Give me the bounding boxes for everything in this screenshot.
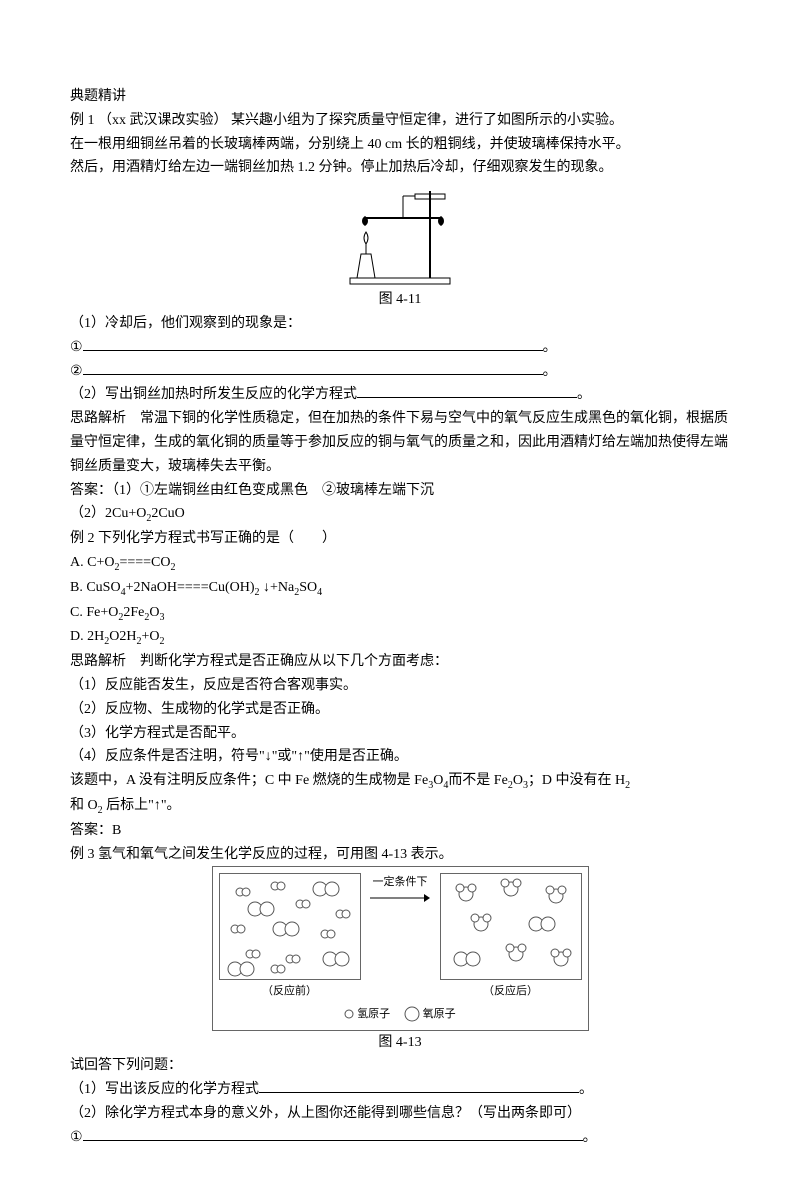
text: 判断化学方程式是否正确应从以下几个方面考虑：: [126, 654, 448, 669]
legend-h: 氢原子: [357, 1008, 390, 1020]
t: （2）2Cu+O: [70, 506, 146, 521]
panel-after: [440, 873, 582, 980]
s: 4: [317, 587, 322, 598]
t: 和 O: [70, 798, 98, 813]
label: 思路解析: [70, 654, 126, 669]
panel-before-caption: （反应前）: [219, 982, 361, 1001]
period: 。: [543, 364, 557, 379]
t: O: [149, 605, 159, 620]
ex2-B: B. CuSO4+2NaOH====Cu(OH)2 ↓+Na2SO4: [70, 576, 730, 601]
t: O: [513, 773, 523, 788]
ex3-q2-1: ①。: [70, 1126, 730, 1150]
t: O2H: [109, 629, 136, 644]
t: ；D 中没有在 H: [528, 773, 625, 788]
period: 。: [543, 340, 557, 355]
text: （1）①左端铜丝由红色变成黑色 ②玻璃棒左端下沉: [112, 483, 434, 498]
t: 后标上"↑"。: [103, 798, 181, 813]
s: 2: [625, 780, 630, 791]
ex2-title: 例 2 下列化学方程式书写正确的是（ ）: [70, 527, 730, 551]
ex2-D: D. 2H2O2H2+O2: [70, 625, 730, 650]
document-page: 典题精讲 例 1 （xx 武汉课改实验） 某兴趣小组为了探究质量守恒定律，进行了…: [0, 0, 800, 1190]
section-header: 典题精讲: [70, 85, 730, 109]
h-atom-icon: [344, 1009, 354, 1019]
molecules-before-svg: [220, 874, 360, 979]
ex3-intro: 试回答下列问题：: [70, 1054, 730, 1078]
t: C. Fe+O: [70, 605, 118, 620]
period: 。: [579, 1082, 593, 1097]
ex2-conclusion: 该题中，A 没有注明反应条件；C 中 Fe 燃烧的生成物是 Fe3O4而不是 F…: [70, 769, 730, 794]
o-atom-icon: [404, 1006, 420, 1022]
diagram-container: （反应前） 一定条件下: [212, 866, 589, 1030]
ex3-q1: （1）写出该反应的化学方程式 。: [70, 1078, 730, 1102]
label: 答案：: [70, 483, 112, 498]
t: 2Fe: [123, 605, 144, 620]
s: 2: [159, 636, 164, 647]
t: +2NaOH====Cu(OH): [126, 580, 255, 595]
ex2-a2: （2）反应物、生成物的化学式是否正确。: [70, 698, 730, 722]
molecules-after-svg: [441, 874, 581, 979]
figure-4-13: （反应前） 一定条件下: [70, 866, 730, 1054]
t: B. CuSO: [70, 580, 121, 595]
ex3-q2: （2）除化学方程式本身的意义外，从上图你还能得到哪些信息？（写出两条即可）: [70, 1102, 730, 1126]
fig-4-13-caption: 图 4-13: [70, 1031, 730, 1055]
ex2-analysis-intro: 思路解析 判断化学方程式是否正确应从以下几个方面考虑：: [70, 650, 730, 674]
t: O: [433, 773, 443, 788]
t: SO: [299, 580, 317, 595]
blank-line: [357, 397, 577, 398]
ex2-a1: （1）反应能否发生，反应是否符合客观事实。: [70, 674, 730, 698]
text: （2）写出铜丝加热时所发生反应的化学方程式: [70, 387, 357, 402]
ex1-p2: 然后，用酒精灯给左边一端铜丝加热 1.2 分钟。停止加热后冷却，仔细观察发生的现…: [70, 156, 730, 180]
arrow-text: 一定条件下: [373, 876, 428, 888]
s: 3: [159, 611, 164, 622]
fig-4-11-caption: 图 4-11: [70, 288, 730, 312]
ex1-ans2: （2）2Cu+O22CuO: [70, 502, 730, 527]
apparatus-svg: [345, 186, 455, 286]
label: ①: [70, 1130, 83, 1145]
t: 该题中，A 没有注明反应条件；C 中 Fe 燃烧的生成物是 Fe: [70, 773, 428, 788]
figure-4-11: 图 4-11: [70, 186, 730, 312]
t: D. 2H: [70, 629, 104, 644]
t: ====CO: [119, 555, 170, 570]
ex2-a4: （4）反应条件是否注明，符号"↓"或"↑"使用是否正确。: [70, 745, 730, 769]
label: 思路解析: [70, 411, 126, 426]
reaction-arrow: 一定条件下: [370, 873, 430, 910]
panel-before: [219, 873, 361, 980]
text: （1）写出该反应的化学方程式: [70, 1082, 259, 1097]
s: 2: [171, 562, 176, 573]
text: 常温下铜的化学性质稳定，但在加热的条件下易与空气中的氧气反应生成黑色的氧化铜，根…: [70, 411, 728, 474]
ex1-p1: 在一根用细铜丝吊着的长玻璃棒两端，分别绕上 40 cm 长的粗铜线，并使玻璃棒保…: [70, 133, 730, 157]
label: ①: [70, 340, 83, 355]
blank-line: [259, 1092, 579, 1093]
ex1-q2: （2）写出铜丝加热时所发生反应的化学方程式 。: [70, 383, 730, 407]
t: 2CuO: [151, 506, 184, 521]
t: A. C+O: [70, 555, 114, 570]
ex2-C: C. Fe+O22Fe2O3: [70, 601, 730, 626]
ex2-ans: 答案：B: [70, 819, 730, 843]
ex3-title: 例 3 氢气和氧气之间发生化学反应的过程，可用图 4-13 表示。: [70, 843, 730, 867]
blank-line: [83, 350, 543, 351]
blank-line: [83, 1140, 583, 1141]
ex1-analysis: 思路解析 常温下铜的化学性质稳定，但在加热的条件下易与空气中的氧气反应生成黑色的…: [70, 407, 730, 478]
ex1-q1-2: ②。: [70, 360, 730, 384]
panel-after-caption: （反应后）: [440, 982, 582, 1001]
legend: 氢原子 氧原子: [219, 1005, 582, 1024]
t: 而不是 Fe: [448, 773, 508, 788]
label: ②: [70, 364, 83, 379]
ex1-q1: （1）冷却后，他们观察到的现象是：: [70, 312, 730, 336]
t: ↓+Na: [259, 580, 294, 595]
blank-line: [83, 374, 543, 375]
t: +O: [141, 629, 159, 644]
ex2-conclusion-end: 和 O2 后标上"↑"。: [70, 794, 730, 819]
period: 。: [583, 1130, 597, 1145]
period: 。: [577, 387, 591, 402]
legend-o: 氧原子: [423, 1008, 456, 1020]
ex1-ans1: 答案：（1）①左端铜丝由红色变成黑色 ②玻璃棒左端下沉: [70, 479, 730, 503]
ex2-A: A. C+O2====CO2: [70, 551, 730, 576]
ex1-title: 例 1 （xx 武汉课改实验） 某兴趣小组为了探究质量守恒定律，进行了如图所示的…: [70, 109, 730, 133]
ex2-a3: （3）化学方程式是否配平。: [70, 722, 730, 746]
ex1-q1-1: ①。: [70, 336, 730, 360]
